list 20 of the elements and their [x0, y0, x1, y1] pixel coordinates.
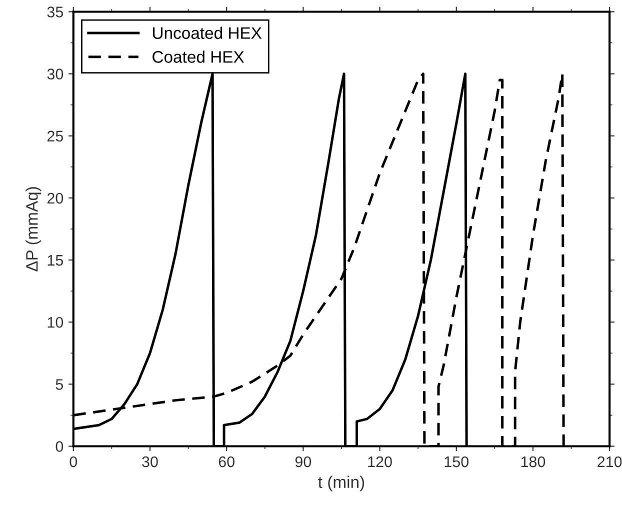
legend-label: Coated HEX	[152, 50, 244, 63]
x-tick-label: 210	[598, 456, 622, 468]
x-axis-title: t (min)	[318, 476, 364, 492]
y-tick-label: 35	[47, 6, 64, 18]
x-tick-label: 150	[444, 456, 469, 468]
y-tick-label: 5	[56, 379, 64, 390]
x-tick-label: 60	[218, 456, 234, 468]
y-tick-label: 30	[47, 68, 64, 80]
x-tick-label: 90	[295, 456, 312, 468]
y-tick-label: 0	[56, 441, 64, 452]
y-tick-label: 10	[48, 316, 64, 328]
x-tick-label: 30	[142, 456, 158, 468]
x-tick-label: 180	[521, 456, 546, 468]
y-axis-title: ΔP (mmAq)	[26, 187, 42, 272]
y-tick-label: 25	[47, 130, 64, 142]
y-tick-label: 15	[48, 255, 64, 266]
legend-label: Uncoated HEX	[153, 26, 262, 39]
x-tick-label: 0	[70, 456, 78, 468]
y-tick-label: 20	[47, 192, 64, 204]
x-tick-label: 120	[368, 456, 392, 468]
